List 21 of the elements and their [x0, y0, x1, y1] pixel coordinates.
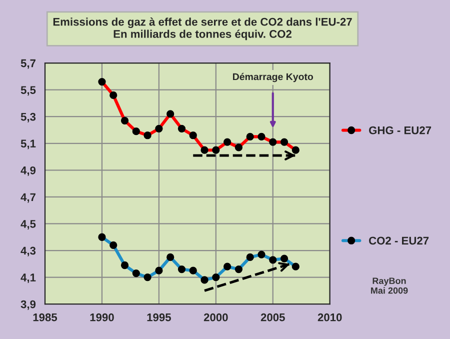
- y-tick-label: 4,9: [20, 166, 36, 176]
- x-tick-label: 1990: [90, 313, 114, 322]
- x-tick-label: 2010: [318, 313, 342, 322]
- y-tick-label: 4,5: [20, 220, 36, 230]
- annotation: Démarrage Kyoto: [233, 72, 314, 82]
- y-tick-label: 4,1: [20, 274, 36, 284]
- x-tick-label: 1995: [147, 313, 171, 322]
- y-tick-label: 4,7: [20, 193, 36, 203]
- y-tick-label: 5,1: [20, 140, 36, 150]
- x-tick-label: 2005: [260, 313, 285, 322]
- text: RayBon Mai 2009: [371, 278, 408, 294]
- y-tick-label: 5,7: [20, 59, 36, 69]
- legend-label: CO2 - EU27: [369, 236, 429, 245]
- y-tick-label: 3,9: [20, 300, 36, 310]
- legend-label: GHG - EU27: [369, 126, 432, 134]
- y-tick-label: 5,5: [20, 86, 36, 96]
- y-tick-label: 4,3: [20, 246, 36, 256]
- y-tick-label: 5,3: [20, 112, 36, 122]
- x-tick-label: 1985: [33, 313, 58, 322]
- x-tick-label: 2000: [204, 313, 228, 322]
- chart-title: Emissions de gaz à effet de serre et de CO2 dans l'EU-27 En milliards de tonnes équiv. CO2: [53, 18, 352, 40]
